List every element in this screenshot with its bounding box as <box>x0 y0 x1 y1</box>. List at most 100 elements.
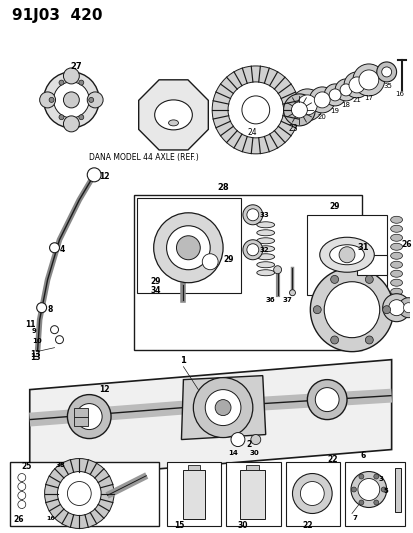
Ellipse shape <box>256 222 274 228</box>
Ellipse shape <box>390 279 401 286</box>
Circle shape <box>315 387 338 411</box>
Ellipse shape <box>154 100 192 130</box>
Circle shape <box>250 434 260 445</box>
Circle shape <box>352 64 384 96</box>
Circle shape <box>67 481 91 505</box>
Circle shape <box>215 400 230 416</box>
Circle shape <box>403 303 413 313</box>
Text: 13: 13 <box>30 350 40 359</box>
Circle shape <box>348 77 364 93</box>
Ellipse shape <box>390 288 401 295</box>
Ellipse shape <box>256 254 274 260</box>
Ellipse shape <box>256 230 274 236</box>
Circle shape <box>323 282 379 338</box>
Text: 10: 10 <box>32 338 41 344</box>
Polygon shape <box>240 470 264 520</box>
Text: 9: 9 <box>32 328 36 334</box>
Text: 34: 34 <box>150 286 161 295</box>
Circle shape <box>78 115 83 120</box>
Circle shape <box>246 209 258 221</box>
Circle shape <box>67 394 111 439</box>
Text: 27: 27 <box>70 62 82 71</box>
Ellipse shape <box>256 262 274 268</box>
Circle shape <box>40 92 55 108</box>
Circle shape <box>193 377 252 438</box>
Circle shape <box>153 213 223 282</box>
Text: 14: 14 <box>228 449 237 456</box>
Circle shape <box>381 67 391 77</box>
Bar <box>74 408 88 417</box>
Circle shape <box>53 82 89 118</box>
Circle shape <box>334 79 356 101</box>
Circle shape <box>43 72 99 128</box>
Text: 12: 12 <box>99 172 109 181</box>
Circle shape <box>398 298 413 318</box>
Circle shape <box>373 500 378 505</box>
Ellipse shape <box>390 243 401 251</box>
Circle shape <box>291 89 323 121</box>
Circle shape <box>18 500 26 508</box>
Circle shape <box>242 240 262 260</box>
Text: 2: 2 <box>245 440 251 449</box>
Circle shape <box>291 102 306 118</box>
Circle shape <box>87 92 103 108</box>
Circle shape <box>313 92 329 108</box>
Ellipse shape <box>390 270 401 277</box>
Text: 5: 5 <box>383 488 387 494</box>
Text: 22: 22 <box>301 521 312 530</box>
Text: 23: 23 <box>288 124 298 133</box>
Text: 19: 19 <box>330 108 339 114</box>
Circle shape <box>37 303 47 313</box>
Text: 7: 7 <box>351 515 356 521</box>
Text: 30: 30 <box>237 521 247 530</box>
Circle shape <box>63 92 79 108</box>
Bar <box>285 462 339 527</box>
Text: 31: 31 <box>356 243 368 252</box>
Polygon shape <box>245 465 258 470</box>
Circle shape <box>365 336 373 344</box>
Text: 21: 21 <box>351 97 361 103</box>
Bar <box>356 255 386 274</box>
Text: 12: 12 <box>99 385 109 394</box>
Circle shape <box>78 80 83 85</box>
Text: 26: 26 <box>401 240 411 249</box>
Text: 4: 4 <box>59 245 64 254</box>
Circle shape <box>343 72 369 98</box>
Circle shape <box>328 89 340 101</box>
Circle shape <box>176 236 200 260</box>
Text: 1: 1 <box>180 356 186 365</box>
Text: 38: 38 <box>55 462 65 467</box>
Text: 15: 15 <box>174 521 184 530</box>
Polygon shape <box>183 470 205 520</box>
Text: 6: 6 <box>359 450 365 459</box>
Circle shape <box>202 254 218 270</box>
Circle shape <box>76 403 102 430</box>
Bar <box>394 467 400 513</box>
Bar <box>344 462 404 527</box>
Circle shape <box>338 247 354 263</box>
Circle shape <box>306 379 346 419</box>
Circle shape <box>57 472 101 515</box>
Bar <box>306 215 386 295</box>
Circle shape <box>339 84 351 96</box>
Circle shape <box>59 80 64 85</box>
Text: 20: 20 <box>317 114 326 120</box>
Circle shape <box>246 244 258 256</box>
Text: 33: 33 <box>259 212 269 218</box>
Circle shape <box>212 66 299 154</box>
Bar <box>133 195 361 350</box>
Bar <box>10 462 158 527</box>
Ellipse shape <box>390 261 401 268</box>
Ellipse shape <box>390 297 401 304</box>
Text: 29: 29 <box>150 277 161 286</box>
Text: 29: 29 <box>328 202 339 211</box>
Text: 26: 26 <box>13 515 23 524</box>
Circle shape <box>310 268 393 352</box>
Circle shape <box>358 474 363 479</box>
Circle shape <box>63 116 79 132</box>
Circle shape <box>18 473 26 481</box>
Circle shape <box>55 336 63 344</box>
Circle shape <box>241 96 269 124</box>
Circle shape <box>45 458 114 529</box>
Circle shape <box>382 306 390 314</box>
